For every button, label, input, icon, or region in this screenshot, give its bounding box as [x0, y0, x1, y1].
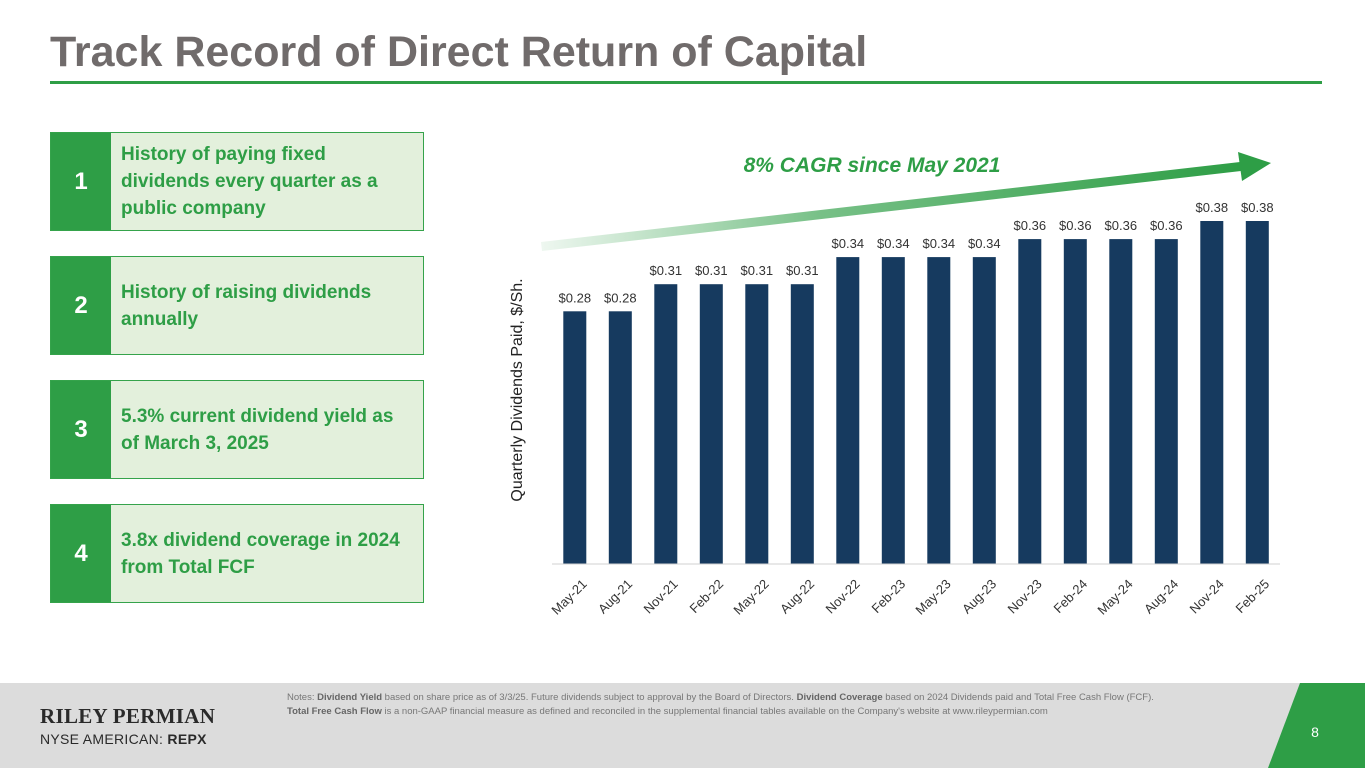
data-label: $0.36	[1150, 218, 1183, 233]
highlight-card-2: 2 History of raising dividends annually	[50, 256, 424, 355]
data-label: $0.31	[695, 263, 728, 278]
footnote-segment: based on 2024 Dividends paid and Total F…	[882, 692, 1154, 703]
bar-nov-23	[1018, 239, 1042, 564]
footnote-segment: Notes:	[287, 692, 318, 703]
card-number-2: 2	[51, 257, 111, 354]
card-number-4: 4	[51, 505, 111, 602]
bar-aug-21	[608, 311, 632, 564]
ticker-symbol: REPX	[167, 731, 207, 747]
page-title: Track Record of Direct Return of Capital	[50, 28, 868, 76]
x-tick-label: Feb-25	[1232, 576, 1272, 616]
x-tick-label: May-24	[1094, 576, 1135, 617]
y-axis-label: Quarterly Dividends Paid, $/Sh.	[509, 278, 526, 501]
card-text-2: History of raising dividends annually	[121, 281, 372, 330]
bar-may-24	[1109, 239, 1133, 564]
data-label: $0.28	[604, 290, 637, 305]
data-label: $0.34	[877, 236, 910, 251]
x-tick-label: Feb-24	[1050, 576, 1090, 616]
x-tick-label: Aug-21	[595, 576, 635, 616]
data-label: $0.38	[1196, 200, 1229, 215]
footnote-segment: is a non-GAAP financial measure as defin…	[381, 705, 1048, 717]
x-tick-label: May-22	[730, 576, 771, 617]
data-label: $0.34	[923, 236, 956, 251]
card-text-1: History of paying fixed dividends every …	[121, 144, 378, 219]
footnotes: Notes: Dividend Yield based on share pri…	[287, 691, 1167, 718]
cagr-arrow	[541, 152, 1271, 251]
exchange-ticker: NYSE AMERICAN: REPX	[40, 731, 207, 747]
footnote-segment: Dividend Yield	[317, 692, 383, 703]
bar-may-21	[563, 311, 587, 564]
x-tick-label: Feb-23	[868, 576, 908, 616]
bar-may-22	[745, 284, 769, 564]
card-text-4: 3.8x dividend coverage in 2024 from Tota…	[121, 529, 400, 578]
bar-feb-25	[1245, 221, 1269, 564]
footer-accent-shape	[1268, 683, 1365, 768]
data-label: $0.34	[832, 236, 865, 251]
bar-feb-24	[1063, 239, 1087, 564]
data-label: $0.31	[786, 263, 819, 278]
card-number-3: 3	[51, 381, 111, 478]
bar-feb-23	[881, 257, 905, 564]
dividend-bar-chart: 8% CAGR since May 2021 Quarterly Dividen…	[509, 152, 1280, 618]
card-text-3: 5.3% current dividend yield as of March …	[121, 405, 394, 454]
exchange-prefix: NYSE AMERICAN:	[40, 731, 168, 747]
footer-accent	[1268, 683, 1365, 768]
x-tick-label: May-21	[548, 576, 589, 617]
bar-nov-24	[1200, 221, 1224, 564]
x-tick-label: Aug-22	[777, 576, 817, 616]
data-label: $0.36	[1105, 218, 1138, 233]
data-label: $0.31	[650, 263, 683, 278]
data-label: $0.38	[1241, 200, 1274, 215]
data-label: $0.34	[968, 236, 1001, 251]
x-tick-label: Nov-24	[1186, 576, 1226, 616]
bar-may-23	[927, 257, 951, 564]
highlight-card-4: 4 3.8x dividend coverage in 2024 from To…	[50, 504, 424, 603]
x-tick-label: Nov-23	[1004, 576, 1044, 616]
title-divider	[50, 81, 1322, 84]
x-tick-label: Aug-23	[959, 576, 999, 616]
data-label: $0.36	[1059, 218, 1092, 233]
footnote-segment: Total Free Cash Flow	[287, 705, 382, 717]
x-tick-label: Feb-22	[686, 576, 726, 616]
cagr-arrow-head	[1238, 152, 1271, 181]
footnote-segment: based on share price as of 3/3/25. Futur…	[382, 692, 797, 703]
highlight-card-1: 1 History of paying fixed dividends ever…	[50, 132, 424, 231]
bar-nov-21	[654, 284, 678, 564]
footer-bar	[0, 683, 1365, 768]
bar-aug-24	[1154, 239, 1178, 564]
cagr-arrow-shaft	[541, 162, 1241, 251]
bar-aug-22	[790, 284, 814, 564]
data-label: $0.36	[1014, 218, 1047, 233]
x-tick-label: Nov-22	[822, 576, 862, 616]
bar-nov-22	[836, 257, 860, 564]
card-number-1: 1	[51, 133, 111, 230]
data-label: $0.31	[741, 263, 774, 278]
highlight-card-3: 3 5.3% current dividend yield as of Marc…	[50, 380, 424, 479]
data-label: $0.28	[559, 290, 592, 305]
bar-feb-22	[699, 284, 723, 564]
footnote-segment: Dividend Coverage	[796, 692, 883, 703]
page-number: 8	[1311, 724, 1319, 740]
cagr-annotation: 8% CAGR since May 2021	[744, 154, 1001, 177]
x-tick-label: May-23	[912, 576, 953, 617]
x-tick-label: Aug-24	[1141, 576, 1181, 616]
bar-aug-23	[972, 257, 996, 564]
x-tick-label: Nov-21	[640, 576, 680, 616]
company-logo-text: RILEY PERMIAN	[40, 704, 216, 728]
